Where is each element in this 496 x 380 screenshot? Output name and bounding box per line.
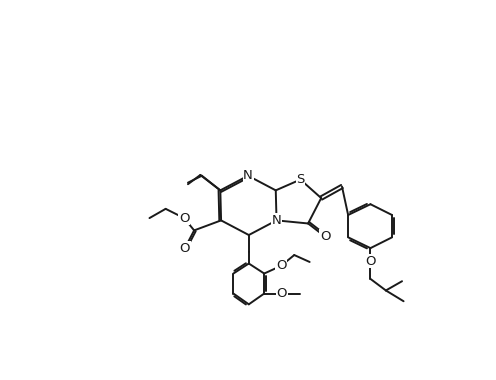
Text: S: S bbox=[296, 173, 305, 186]
Text: O: O bbox=[179, 212, 189, 225]
Text: O: O bbox=[180, 242, 190, 255]
Text: O: O bbox=[276, 259, 286, 272]
Text: O: O bbox=[320, 230, 330, 243]
Text: N: N bbox=[243, 169, 253, 182]
Text: N: N bbox=[272, 214, 281, 227]
Text: O: O bbox=[365, 255, 376, 268]
Text: O: O bbox=[277, 287, 287, 300]
